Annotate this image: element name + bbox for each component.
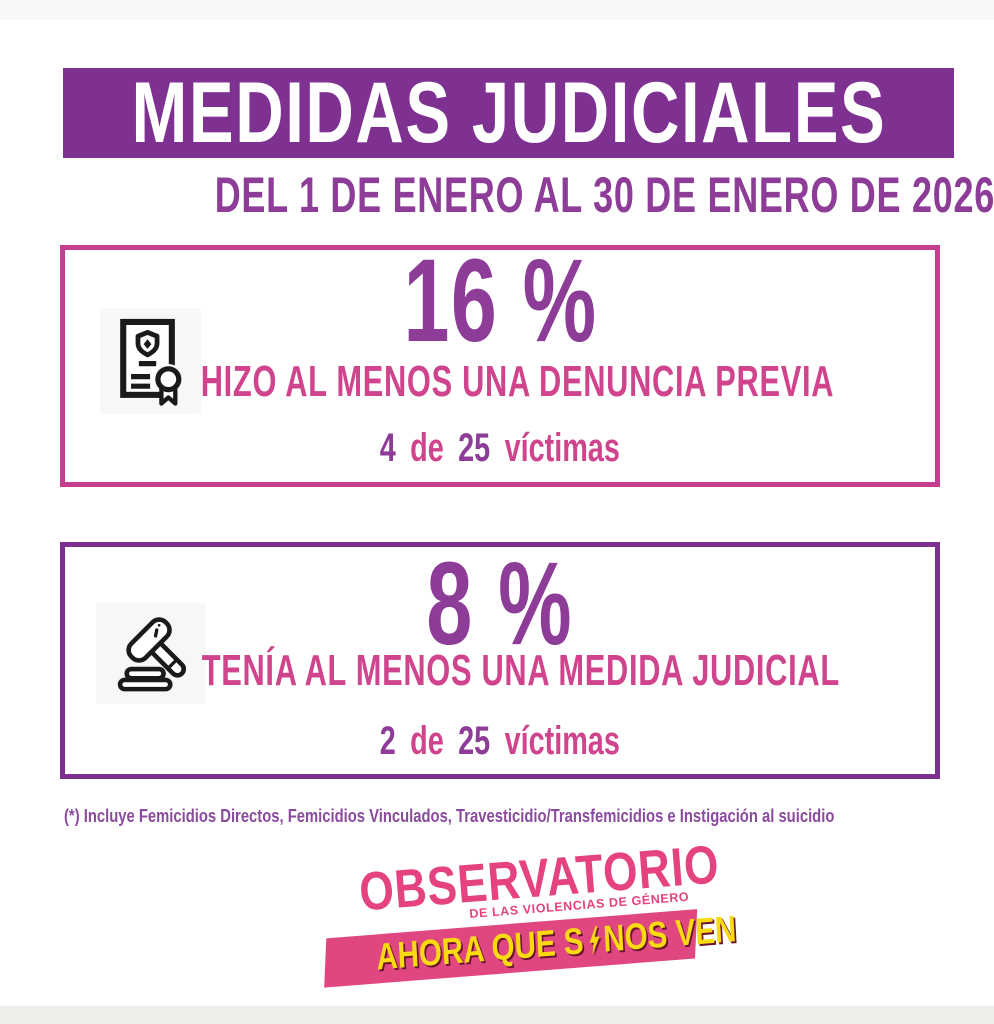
card-label-text: HIZO AL MENOS UNA DENUNCIA PREVIA bbox=[200, 357, 835, 406]
footnote: (*) Incluye Femicidios Directos, Femicid… bbox=[64, 804, 964, 828]
footnote-text: (*) Incluye Femicidios Directos, Femicid… bbox=[64, 805, 835, 826]
card-label: HIZO AL MENOS UNA DENUNCIA PREVIA bbox=[65, 360, 935, 404]
logo-title-row: OBSERVATORIO bbox=[318, 834, 721, 922]
percent-value: 8 % bbox=[65, 545, 935, 663]
victims-total: 25 bbox=[458, 426, 491, 470]
page-title: MEDIDAS JUDICIALES bbox=[131, 65, 886, 161]
observatorio-logo: OBSERVATORIO DE LAS VIOLENCIAS DE GÉNERO… bbox=[318, 834, 737, 988]
percent-text: 8 % bbox=[426, 538, 574, 670]
victims-line: 2 de 25 víctimas bbox=[65, 721, 935, 761]
top-edge-strip bbox=[0, 0, 994, 20]
victims-unit: víctimas bbox=[504, 426, 621, 470]
victims-unit: víctimas bbox=[504, 719, 621, 763]
title-banner: MEDIDAS JUDICIALES bbox=[63, 68, 954, 158]
percent-text: 16 % bbox=[403, 235, 597, 367]
tagline-pre: AHORA QUE S bbox=[375, 920, 585, 978]
card-label: TENÍA AL MENOS UNA MEDIDA JUDICIAL bbox=[65, 649, 935, 693]
victims-count: 2 bbox=[379, 719, 396, 763]
percent-value: 16 % bbox=[65, 242, 935, 360]
stat-card-denuncia-previa: 16 % HIZO AL MENOS UNA DENUNCIA PREVIA 4… bbox=[60, 242, 940, 487]
victims-line: 4 de 25 víctimas bbox=[65, 428, 935, 468]
certificate-icon-graphic bbox=[119, 318, 184, 406]
date-range-text: DEL 1 DE ENERO AL 30 DE ENERO DE 2026 bbox=[214, 167, 994, 223]
logo-title: OBSERVATORIO bbox=[357, 834, 722, 923]
gavel-icon-graphic bbox=[117, 616, 187, 691]
card-label-text: TENÍA AL MENOS UNA MEDIDA JUDICIAL bbox=[201, 646, 840, 695]
logo-ribbon: AHORA QUE S NOS VEN bbox=[324, 908, 737, 988]
date-range: DEL 1 DE ENERO AL 30 DE ENERO DE 2026 bbox=[63, 170, 994, 222]
tagline-post: NOS VEN bbox=[602, 908, 738, 960]
victims-of: de bbox=[410, 426, 444, 470]
gavel-icon bbox=[96, 603, 206, 704]
bottom-edge-strip bbox=[0, 1006, 994, 1024]
certificate-icon bbox=[100, 308, 201, 414]
lightning-bolt-icon bbox=[589, 925, 600, 955]
stat-card-medida-judicial: 8 % TENÍA AL MENOS UNA MEDIDA JUDICIAL 2… bbox=[60, 542, 940, 779]
logo-tagline: AHORA QUE S NOS VEN bbox=[375, 908, 738, 978]
victims-total: 25 bbox=[458, 719, 491, 763]
victims-count: 4 bbox=[379, 426, 396, 470]
victims-of: de bbox=[410, 719, 444, 763]
